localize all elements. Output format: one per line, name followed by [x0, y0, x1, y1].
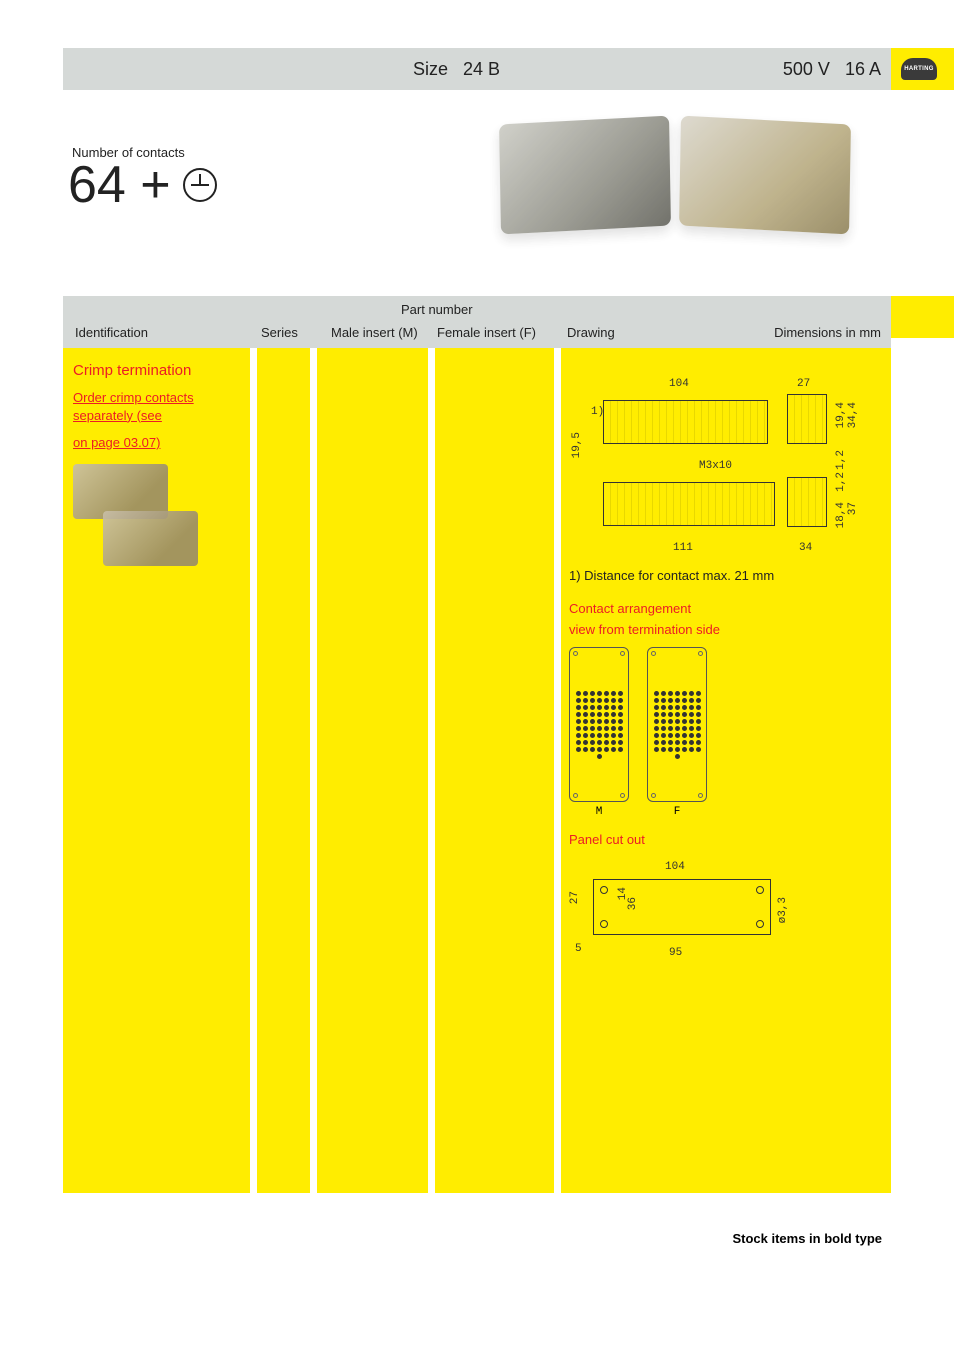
- product-image-male: [499, 116, 671, 235]
- mini-product-image-2: [103, 511, 198, 566]
- logo-text: HARTING: [901, 58, 937, 80]
- pc-95: 95: [669, 947, 682, 959]
- pc-d33: ø3,3: [777, 897, 789, 923]
- side-accent: [891, 296, 954, 338]
- th-identification: Identification: [75, 325, 148, 340]
- header-size: Size 24 B: [413, 59, 500, 80]
- arr-box-f: [647, 647, 707, 802]
- arr-box-m: [569, 647, 629, 802]
- th-partnumber: Part number: [401, 302, 473, 317]
- dim-37: 37: [847, 502, 859, 515]
- dim-184: 18,4: [835, 502, 847, 528]
- arrangement-title: Contact arrangement: [569, 601, 883, 616]
- current: 16 A: [845, 59, 881, 79]
- th-dimensions: Dimensions in mm: [774, 325, 881, 340]
- th-drawing: Drawing: [567, 325, 615, 340]
- pc-5: 5: [575, 943, 582, 955]
- dim-12a: 1,2: [835, 450, 847, 470]
- col-female: [435, 348, 554, 1193]
- size-value: 24 B: [463, 59, 500, 79]
- arr-label-f: F: [647, 806, 707, 818]
- table-header: Identification Series Part number Male i…: [63, 296, 891, 348]
- crimp-line1: Order crimp contacts: [73, 389, 240, 407]
- pc-36: 36: [627, 897, 639, 910]
- col-male: [317, 348, 428, 1193]
- panel-cutout-title: Panel cut out: [569, 832, 883, 847]
- drawing-side-2: [787, 477, 827, 527]
- dim-27: 27: [797, 378, 810, 390]
- drawing-top-insert: [603, 400, 768, 444]
- drawing-bottom-insert: [603, 482, 775, 526]
- pc-104: 104: [665, 861, 685, 873]
- contacts-value: 64 +: [68, 155, 217, 215]
- th-series: Series: [261, 325, 298, 340]
- header-bar: Size 24 B 500 V 16 A: [63, 48, 891, 90]
- crimp-line2: separately (see: [73, 407, 240, 425]
- pc-27: 27: [569, 891, 581, 904]
- dim-194: 19,4: [835, 402, 847, 428]
- dim-344: 34,4: [847, 402, 859, 428]
- header-specs: 500 V 16 A: [783, 59, 881, 80]
- footer-note: Stock items in bold type: [732, 1231, 882, 1246]
- dim-34: 34: [799, 542, 812, 554]
- crimp-line3: on page 03.07): [73, 434, 240, 452]
- th-female: Female insert (F): [437, 325, 536, 340]
- arr-label-m: M: [569, 806, 629, 818]
- contact-arrangement: M F: [569, 647, 883, 818]
- dim-111: 111: [673, 542, 693, 554]
- arrangement-male: M: [569, 647, 629, 818]
- dim-11: 1): [591, 406, 604, 418]
- ground-icon: [183, 168, 217, 202]
- th-male: Male insert (M): [331, 325, 418, 340]
- col-series: [257, 348, 310, 1193]
- arrangement-female: F: [647, 647, 707, 818]
- drawing-side-1: [787, 394, 827, 444]
- brand-logo: HARTING: [896, 48, 942, 90]
- dim-m3x10: M3x10: [699, 460, 732, 472]
- dim-195: 19,5: [571, 432, 583, 458]
- arrangement-sub: view from termination side: [569, 622, 883, 637]
- technical-drawing: 104 27 19,5 1) M3x10 111 34 19,4 34,4 1,…: [569, 372, 849, 562]
- distance-note: 1) Distance for contact max. 21 mm: [569, 568, 883, 583]
- product-image-female: [679, 116, 851, 235]
- col-drawing: 104 27 19,5 1) M3x10 111 34 19,4 34,4 1,…: [561, 348, 891, 1193]
- voltage: 500 V: [783, 59, 830, 79]
- dim-12b: 1,2: [835, 472, 847, 492]
- col-identification: Crimp termination Order crimp contacts s…: [63, 348, 250, 1193]
- crimp-title: Crimp termination: [73, 362, 240, 379]
- size-label: Size: [413, 59, 448, 79]
- dim-104: 104: [669, 378, 689, 390]
- panel-cutout-drawing: 104 95 27 5 14 36 ø3,3: [569, 861, 799, 961]
- contacts-number: 64 +: [68, 155, 171, 215]
